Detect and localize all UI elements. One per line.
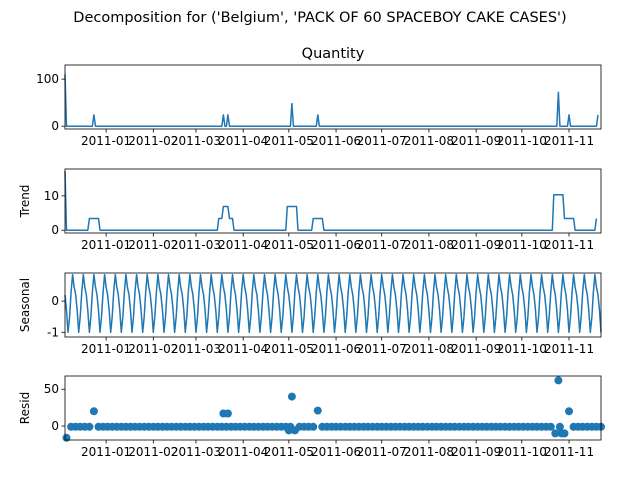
- axes-frame: [64, 64, 602, 130]
- y-tick-label: 100: [36, 72, 59, 86]
- x-tick-label: 2011-06: [311, 342, 361, 356]
- x-tick-label: 2011-03: [171, 342, 221, 356]
- resid-point: [554, 376, 563, 385]
- resid-point: [85, 422, 94, 431]
- panels: Quantity01002011-012011-022011-032011-04…: [18, 46, 605, 459]
- x-tick-label: 2011-05: [264, 445, 314, 459]
- x-tick-label: 2011-06: [311, 134, 361, 148]
- x-tick-label: 2011-01: [81, 342, 131, 356]
- x-tick-label: 2011-02: [128, 134, 178, 148]
- x-tick-label: 2011-07: [357, 134, 407, 148]
- x-tick-label: 2011-05: [264, 134, 314, 148]
- x-tick-label: 2011-04: [218, 445, 268, 459]
- x-tick-label: 2011-06: [311, 238, 361, 252]
- x-tick-label: 2011-10: [497, 238, 547, 252]
- resid-point: [313, 406, 322, 415]
- resid-point: [89, 407, 98, 416]
- x-tick-label: 2011-08: [404, 342, 454, 356]
- x-tick-label: 2011-01: [81, 445, 131, 459]
- x-tick-label: 2011-04: [218, 134, 268, 148]
- x-tick-label: 2011-11: [544, 134, 594, 148]
- x-tick-label: 2011-07: [357, 342, 407, 356]
- panel-1: Trend0102011-012011-022011-032011-042011…: [18, 168, 602, 252]
- x-tick-label: 2011-08: [404, 238, 454, 252]
- axes-frame: [64, 272, 602, 338]
- x-tick-label: 2011-09: [451, 445, 501, 459]
- panel-title: Quantity: [302, 46, 365, 62]
- axes-frame: [64, 375, 602, 441]
- x-tick-label: 2011-04: [218, 342, 268, 356]
- x-tick-label: 2011-03: [171, 445, 221, 459]
- x-tick-label: 2011-09: [451, 134, 501, 148]
- resid-point: [62, 433, 71, 442]
- x-tick-label: 2011-07: [357, 445, 407, 459]
- resid-point: [284, 426, 293, 435]
- y-tick-label: 0: [51, 294, 59, 308]
- x-tick-label: 2011-01: [81, 134, 131, 148]
- y-axis-label: Seasonal: [18, 278, 32, 332]
- x-tick-label: 2011-11: [544, 342, 594, 356]
- resid-point: [565, 407, 573, 416]
- x-tick-label: 2011-06: [311, 445, 361, 459]
- x-tick-label: 2011-11: [544, 238, 594, 252]
- series-line: [64, 273, 602, 334]
- resid-point: [555, 422, 564, 431]
- x-tick-label: 2011-05: [264, 238, 314, 252]
- x-tick-label: 2011-02: [128, 342, 178, 356]
- series-line: [64, 74, 599, 127]
- y-axis-label: Trend: [18, 185, 32, 219]
- figure-title: Decomposition for ('Belgium', 'PACK OF 6…: [73, 10, 566, 26]
- x-tick-label: 2011-11: [544, 445, 594, 459]
- resid-point: [551, 429, 560, 438]
- x-tick-label: 2011-07: [357, 238, 407, 252]
- x-tick-label: 2011-03: [171, 134, 221, 148]
- series-line: [64, 171, 598, 231]
- x-tick-label: 2011-01: [81, 238, 131, 252]
- x-tick-label: 2011-04: [218, 238, 268, 252]
- axes-frame: [64, 168, 602, 234]
- y-axis-label: Resid: [18, 392, 32, 424]
- resid-point: [546, 422, 555, 431]
- x-tick-label: 2011-10: [497, 342, 547, 356]
- x-tick-label: 2011-10: [497, 134, 547, 148]
- panel-0: Quantity 0 100 2011-012011-022011-032011-04…: [36, 46, 602, 148]
- x-tick-label: 2011-08: [404, 134, 454, 148]
- resid-point: [287, 392, 296, 401]
- x-tick-label: 2011-03: [171, 238, 221, 252]
- x-tick-label: 2011-08: [404, 445, 454, 459]
- x-tick-label: 2011-09: [451, 342, 501, 356]
- y-tick-label: 0: [51, 223, 59, 237]
- panel-2: Seasonal-102011-012011-022011-032011-042…: [18, 272, 602, 356]
- resid-point: [557, 429, 566, 438]
- y-tick-label: 0: [51, 119, 59, 133]
- x-tick-label: 2011-09: [451, 238, 501, 252]
- x-tick-label: 2011-05: [264, 342, 314, 356]
- resid-point: [223, 409, 232, 418]
- x-tick-label: 2011-02: [128, 238, 178, 252]
- resid-point: [309, 422, 318, 431]
- y-tick-label: 0: [51, 419, 59, 433]
- y-tick-label: 10: [44, 189, 59, 203]
- y-tick-label: -1: [47, 325, 59, 339]
- panel-3: Resid0502011-012011-022011-032011-042011…: [18, 375, 605, 459]
- x-tick-label: 2011-10: [497, 445, 547, 459]
- x-tick-label: 2011-02: [128, 445, 178, 459]
- y-tick-label: 50: [44, 382, 59, 396]
